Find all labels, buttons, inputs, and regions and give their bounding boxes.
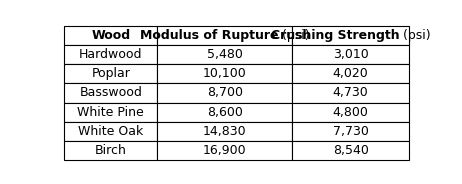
Bar: [158, 64, 292, 83]
Text: Basswood: Basswood: [79, 86, 142, 99]
Text: 10,100: 10,100: [203, 67, 247, 80]
Bar: [64, 45, 158, 64]
Text: White Pine: White Pine: [78, 106, 144, 119]
Text: Wood: Wood: [91, 29, 130, 42]
Bar: [158, 45, 292, 64]
Text: 14,830: 14,830: [203, 125, 247, 138]
Text: 4,020: 4,020: [333, 67, 369, 80]
Text: 7,730: 7,730: [333, 125, 369, 138]
Bar: [158, 102, 292, 122]
Text: Modulus of Rupture: Modulus of Rupture: [140, 29, 278, 42]
Bar: [292, 141, 409, 160]
Text: Hardwood: Hardwood: [79, 48, 143, 61]
Bar: [64, 122, 158, 141]
Text: 4,800: 4,800: [333, 106, 369, 119]
Bar: [158, 122, 292, 141]
Text: (psi): (psi): [399, 29, 431, 42]
Text: 8,540: 8,540: [333, 144, 369, 157]
Text: 8,700: 8,700: [207, 86, 243, 99]
Text: 5,480: 5,480: [207, 48, 243, 61]
Bar: [64, 26, 158, 45]
Bar: [64, 102, 158, 122]
Bar: [64, 141, 158, 160]
Text: Crushing Strength: Crushing Strength: [271, 29, 399, 42]
Text: Birch: Birch: [95, 144, 127, 157]
Text: 16,900: 16,900: [203, 144, 247, 157]
Bar: [64, 83, 158, 102]
Bar: [292, 102, 409, 122]
Bar: [158, 141, 292, 160]
Bar: [292, 83, 409, 102]
Text: White Oak: White Oak: [78, 125, 143, 138]
Text: 3,010: 3,010: [333, 48, 369, 61]
Bar: [292, 45, 409, 64]
Bar: [292, 122, 409, 141]
Bar: [64, 64, 158, 83]
Text: 4,730: 4,730: [333, 86, 369, 99]
Text: (psi): (psi): [278, 29, 310, 42]
Text: 8,600: 8,600: [207, 106, 243, 119]
Bar: [292, 26, 409, 45]
Bar: [158, 26, 292, 45]
Text: Poplar: Poplar: [91, 67, 130, 80]
Bar: [292, 64, 409, 83]
Bar: [158, 83, 292, 102]
